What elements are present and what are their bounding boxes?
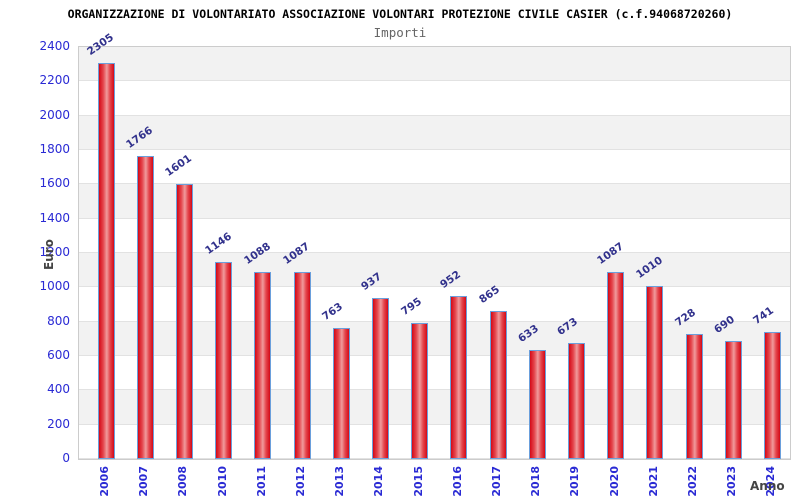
x-tick-label: 2018: [529, 466, 543, 497]
y-tick-label: 1800: [39, 142, 70, 156]
x-tick-label: 2008: [176, 466, 190, 497]
bar: [411, 322, 429, 459]
bar: [607, 272, 625, 459]
bar: [97, 63, 115, 459]
x-tick-label: 2007: [137, 466, 151, 497]
chart-subtitle: Importi: [373, 25, 427, 40]
x-tick-label: 2021: [646, 466, 660, 497]
y-tick-label: 2000: [39, 107, 70, 122]
grid-band: [79, 115, 790, 150]
y-tick-label: 1200: [39, 245, 70, 259]
y-axis-label: Euro: [42, 239, 56, 270]
bar: [724, 340, 742, 459]
x-tick-label: 2006: [98, 466, 111, 497]
grid-band: [79, 321, 790, 356]
bar: [215, 262, 233, 459]
x-tick-label: 2011: [254, 466, 268, 497]
bar: [646, 285, 664, 459]
y-tick-label: 2400: [39, 39, 70, 53]
bar: [450, 295, 468, 459]
bar: [293, 272, 311, 459]
x-tick-label: 2010: [215, 466, 229, 497]
y-tick-label: 400: [47, 382, 70, 397]
grid-band: [79, 150, 790, 185]
bar: [528, 350, 546, 459]
bar: [685, 334, 703, 459]
bar: [567, 343, 585, 459]
bar: [371, 298, 389, 459]
x-tick-label: 2019: [568, 466, 582, 497]
y-tick-label: 1000: [39, 279, 70, 294]
bar: [489, 310, 507, 459]
y-tick-label: 600: [47, 348, 70, 362]
y-tick-label: 0: [62, 451, 70, 465]
grid-band: [79, 424, 790, 459]
y-tick-label: 800: [47, 313, 70, 328]
x-tick-label: 2016: [450, 466, 464, 497]
x-tick-label: 2015: [411, 466, 425, 497]
chart-title: ORGANIZZAZIONE DI VOLONTARIATO ASSOCIAZI…: [67, 7, 733, 21]
grid-band: [79, 390, 790, 425]
grid-band: [79, 287, 790, 322]
grid-band: [79, 218, 790, 253]
bar: [332, 328, 350, 459]
grid-band: [79, 81, 790, 116]
x-tick-label: 2012: [294, 466, 307, 497]
x-tick-label: 2017: [490, 466, 503, 497]
bar: [136, 155, 154, 459]
grid-band: [79, 253, 790, 288]
x-axis-label: Anno: [750, 479, 785, 493]
x-tick-label: 2020: [607, 466, 621, 497]
grid-band: [79, 356, 790, 391]
bar: [175, 184, 193, 459]
bar: [763, 331, 781, 459]
plot-area: 2305 2006 1766 2007 1601 2008 1146 2010 1088 2011…: [78, 32, 791, 497]
x-tick-label: 2022: [686, 466, 699, 497]
y-tick-label: 2200: [39, 73, 70, 88]
y-tick-label: 200: [47, 416, 70, 431]
y-tick-label: 1400: [39, 210, 70, 225]
y-tick-label: 1600: [39, 176, 70, 191]
x-tick-label: 2014: [372, 466, 386, 497]
grid-band: [79, 47, 790, 82]
x-tick-label: 2013: [333, 466, 347, 497]
bar: [254, 272, 272, 459]
grid-band: [79, 184, 790, 219]
x-tick-label: 2023: [725, 466, 739, 497]
